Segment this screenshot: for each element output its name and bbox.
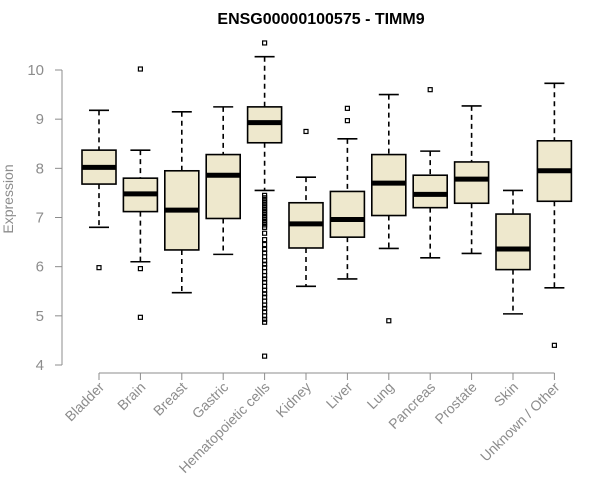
y-tick-label: 7 <box>36 210 44 227</box>
box-breast <box>164 110 200 294</box>
x-axis <box>98 372 555 380</box>
box-gastric <box>205 106 241 256</box>
y-tick-label: 8 <box>36 160 44 177</box>
outlier-point <box>262 237 268 243</box>
outlier-point <box>344 118 350 124</box>
outlier-point <box>137 314 143 320</box>
outlier-point <box>262 353 268 359</box>
y-tick-label: 5 <box>36 308 44 325</box>
outlier-point <box>262 241 268 248</box>
x-category-label: Bladder <box>62 379 108 425</box>
outlier-point <box>262 319 268 325</box>
box-prostate <box>453 105 490 255</box>
chart-title: ENSG00000100575 - TIMM9 <box>217 11 424 28</box>
y-tick-label: 9 <box>36 111 44 128</box>
box-kidney <box>288 128 324 288</box>
box-hematopoietic-cells <box>246 40 283 359</box>
x-category-label: Kidney <box>273 379 315 421</box>
y-axis-title: Expression <box>0 164 16 233</box>
outlier-point <box>96 265 102 271</box>
outlier-point <box>344 105 350 111</box>
box-pancreas <box>412 87 449 259</box>
x-category-label: Prostate <box>432 379 480 427</box>
iqr-box <box>412 174 449 209</box>
outlier-point <box>551 342 558 348</box>
outlier-point <box>262 40 268 46</box>
outlier-point <box>137 266 143 272</box>
y-axis: 4 5 6 7 8 9 10 <box>27 62 62 374</box>
outlier-point <box>137 66 143 72</box>
y-tick-label: 10 <box>27 62 44 79</box>
x-category-label: Lung <box>364 379 397 412</box>
boxplot-series <box>81 40 573 359</box>
x-category-label: Brain <box>114 379 148 413</box>
outlier-point <box>262 224 268 230</box>
iqr-box <box>453 161 490 205</box>
outlier-point <box>427 87 433 93</box>
outlier-point <box>303 128 309 135</box>
y-tick-label: 4 <box>36 357 44 374</box>
box-liver <box>329 105 366 280</box>
x-category-label: Skin <box>491 379 522 410</box>
x-category-label: Liver <box>323 379 356 412</box>
x-category-label: Breast <box>150 379 190 419</box>
outlier-point <box>262 316 268 322</box>
box-lung <box>370 93 407 324</box>
y-tick-label: 6 <box>36 259 44 276</box>
x-category-label: Unknown / Other <box>477 379 563 465</box>
box-brain <box>122 66 159 320</box>
outlier-point <box>386 318 392 324</box>
outlier-point <box>262 230 268 236</box>
iqr-box <box>205 153 241 220</box>
iqr-box <box>495 213 531 271</box>
box-bladder <box>81 109 117 271</box>
box-unknown-other <box>536 82 573 348</box>
iqr-box <box>329 190 366 238</box>
box-skin <box>495 189 531 315</box>
